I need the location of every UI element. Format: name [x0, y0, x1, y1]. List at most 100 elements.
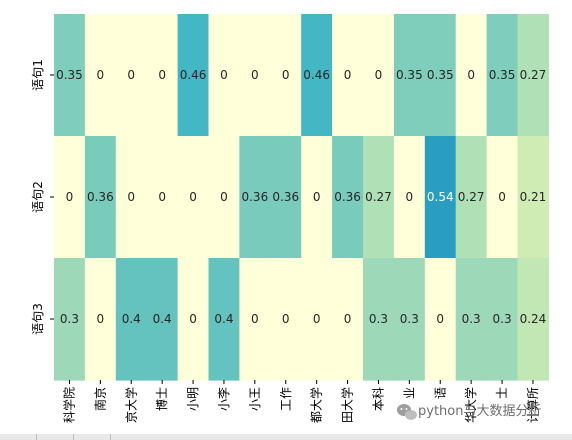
heatmap-cell [486, 258, 519, 381]
cell-value-label: 0.4 [122, 312, 141, 326]
cell-value-label: 0 [436, 312, 444, 326]
heatmap-cell [239, 258, 271, 381]
cell-value-label: 0 [220, 68, 228, 82]
x-tick-label: 科学院 [61, 387, 76, 423]
cell-value-label: 0.36 [334, 190, 361, 204]
cell-value-label: 0 [220, 190, 228, 204]
heatmap-cell [270, 258, 302, 381]
y-tick-label: 语句3 [31, 303, 45, 335]
cell-value-label: 0 [97, 312, 105, 326]
cell-annotations: 0.35 0 0 0 0.46 0 0 0 0.46 0 0 0.35 0.35 0 0.35 0.27 0 0.… [56, 68, 546, 326]
x-tick-label: 业 [402, 387, 416, 399]
cell-value-label: 0.54 [427, 190, 454, 204]
cell-value-label: 0.36 [272, 190, 299, 204]
cell-value-label: 0 [344, 68, 352, 82]
x-tick-label: 本科 [371, 387, 385, 411]
heatmap-cell [146, 258, 179, 381]
heatmap-cell [517, 136, 549, 259]
cell-value-label: 0.35 [427, 68, 454, 82]
heatmap-cell [301, 136, 333, 259]
cell-value-label: 0.27 [365, 190, 392, 204]
x-tick-label: 田大学 [340, 387, 355, 423]
heatmap-cell [332, 14, 364, 137]
cell-value-label: 0 [127, 190, 135, 204]
heatmap-cell [301, 258, 333, 381]
y-tick-label: 语句2 [31, 181, 45, 213]
heatmap-cell [84, 14, 117, 137]
heatmap-cell [363, 258, 395, 381]
heatmap-cell [517, 258, 549, 381]
heatmap-cell [115, 136, 148, 259]
cell-value-label: 0.35 [396, 68, 423, 82]
cell-value-label: 0.27 [520, 68, 547, 82]
heatmap-cell [146, 14, 179, 137]
heatmap-cell [146, 136, 179, 259]
cell-value-label: 0 [313, 190, 321, 204]
cell-value-label: 0 [251, 68, 259, 82]
cell-value-label: 0.27 [458, 190, 485, 204]
strip-tab [74, 434, 111, 440]
heatmap-cell [208, 258, 240, 381]
heatmap-cell [54, 14, 86, 137]
x-tick-label: 南京 [92, 387, 107, 411]
cell-value-label: 0 [282, 312, 290, 326]
cell-value-label: 0.3 [462, 312, 481, 326]
x-tick-label: 小王 [248, 387, 262, 411]
cell-value-label: 0.4 [153, 312, 172, 326]
cell-value-label: 0 [251, 312, 259, 326]
heatmap-cell [424, 258, 457, 381]
heatmap-cell [486, 136, 519, 259]
cell-value-label: 0 [97, 68, 105, 82]
x-tick-label: 士 [495, 387, 509, 399]
heatmap-cell [332, 136, 364, 259]
heatmap-cell [84, 258, 117, 381]
cell-value-label: 0 [498, 190, 506, 204]
cell-value-label: 0 [66, 190, 74, 204]
cell-value-label: 0 [127, 68, 135, 82]
watermark-text: python与大数据分析 [418, 404, 541, 419]
cell-value-label: 0 [375, 68, 383, 82]
heatmap-cell [455, 14, 488, 137]
heatmap-cell [270, 14, 302, 137]
x-tick-label: 京大学 [123, 387, 138, 423]
cell-value-label: 0 [189, 190, 197, 204]
cell-value-label: 0.3 [493, 312, 512, 326]
heatmap-cell [54, 258, 86, 381]
heatmap-cell [115, 14, 148, 137]
cell-value-label: 0 [189, 312, 197, 326]
heatmap-cell [363, 136, 395, 259]
x-tick-label: 博士 [154, 387, 169, 411]
cell-value-label: 0 [344, 312, 352, 326]
cell-value-label: 0 [158, 68, 166, 82]
cell-value-label: 0.3 [369, 312, 388, 326]
y-tick-label: 语句1 [31, 59, 45, 91]
cell-value-label: 0 [406, 190, 414, 204]
cell-value-label: 0.24 [520, 312, 547, 326]
heatmap-cell [363, 14, 395, 137]
cell-value-label: 0.46 [303, 68, 330, 82]
heatmap-cell [270, 136, 302, 259]
heatmap-cell [517, 14, 549, 137]
heatmap-cell [177, 136, 210, 259]
heatmap-cell [424, 136, 457, 259]
x-axis: 科学院 南京 京大学 博士 小明 小李 小王 工作 都大学 田大学 本科 业 语 华大学 士 计算所 [61, 380, 540, 423]
cell-value-label: 0 [158, 190, 166, 204]
y-axis: 语句1 语句2 语句3 [31, 59, 54, 335]
strip-tab [0, 434, 37, 440]
x-tick-label: 都大学 [309, 387, 324, 423]
heatmap-cell [239, 14, 271, 137]
cell-value-label: 0.36 [241, 190, 268, 204]
heatmap-cell [332, 258, 364, 381]
heatmap-cells [54, 14, 549, 381]
cell-value-label: 0.46 [180, 68, 207, 82]
heatmap-cell [424, 14, 457, 137]
heatmap-cell [486, 14, 519, 137]
cell-value-label: 0.3 [60, 312, 79, 326]
heatmap-cell [54, 136, 86, 259]
heatmap-cell [177, 258, 210, 381]
x-tick-label: 小明 [186, 387, 200, 411]
cell-value-label: 0.3 [400, 312, 419, 326]
heatmap-cell [455, 258, 488, 381]
heatmap-cell [115, 258, 148, 381]
